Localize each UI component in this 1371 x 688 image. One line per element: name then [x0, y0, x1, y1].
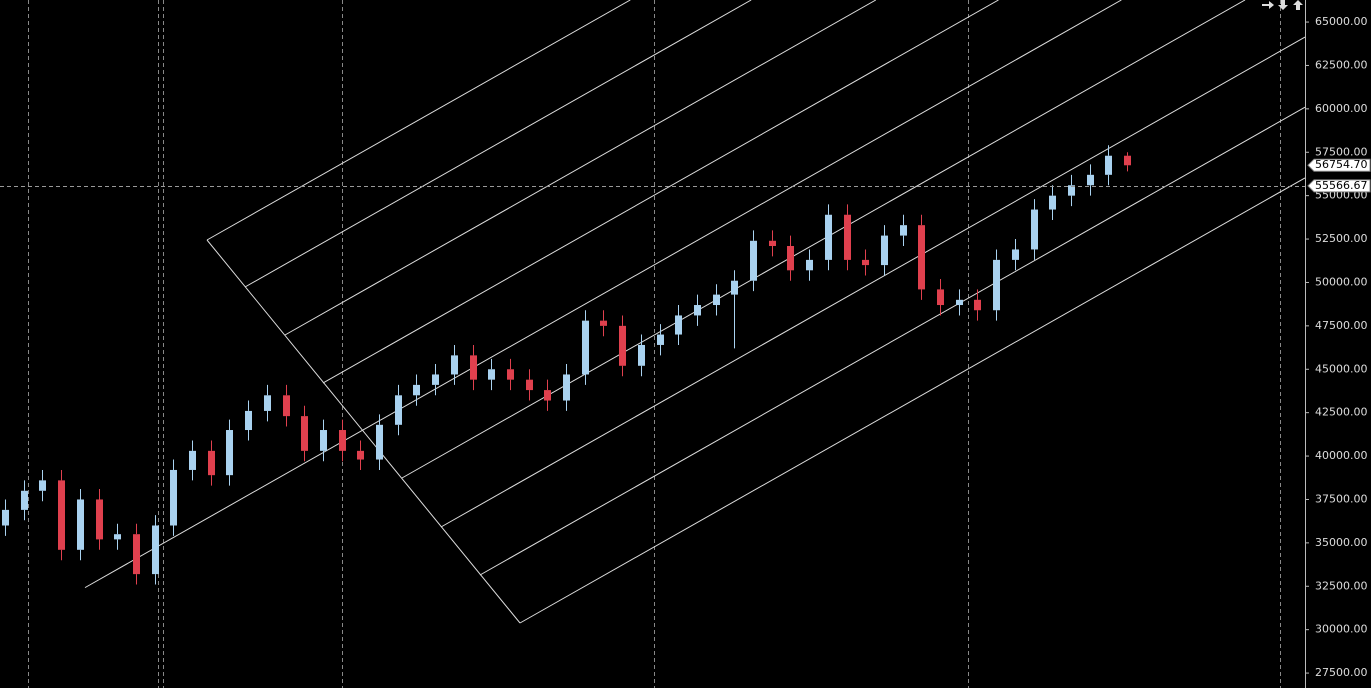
candle-body	[226, 430, 233, 476]
icon-down[interactable]	[1278, 0, 1288, 10]
candle-body	[881, 235, 888, 266]
candle-body	[339, 430, 346, 451]
candle-body	[526, 379, 533, 391]
y-tick-label: 47500.00	[1315, 319, 1368, 332]
price-tag	[1307, 179, 1371, 193]
candle-body	[657, 334, 664, 345]
fork-line	[519, 177, 1306, 624]
fork-line	[440, 36, 1306, 528]
candle-body	[208, 450, 215, 476]
candle-body	[77, 499, 84, 550]
y-tick-label: 30000.00	[1315, 623, 1368, 636]
y-tick-label: 37500.00	[1315, 492, 1368, 505]
candle-body	[395, 395, 402, 425]
candle-body	[507, 369, 514, 380]
y-tick-label: 65000.00	[1315, 15, 1368, 28]
fork-handle	[206, 239, 521, 624]
candle-body	[1049, 195, 1056, 210]
candle-body	[825, 214, 832, 260]
candle-body	[301, 416, 308, 451]
price-tag-label: 56754.70	[1315, 158, 1368, 171]
candle-body	[769, 240, 776, 246]
y-tick-label: 27500.00	[1315, 666, 1368, 679]
y-tick-label: 40000.00	[1315, 449, 1368, 462]
candle-body	[956, 299, 963, 306]
y-tick-label: 42500.00	[1315, 406, 1368, 419]
candle-body	[21, 490, 28, 510]
candle-body	[750, 240, 757, 281]
fork-line	[401, 0, 1246, 479]
candle-body	[844, 214, 851, 260]
candle-body	[900, 225, 907, 236]
pitchfork	[84, 0, 1306, 624]
fork-line	[322, 0, 999, 384]
candle-body	[1087, 174, 1094, 186]
price-tag-label: 55566.67	[1315, 179, 1368, 192]
candle-body	[357, 450, 364, 460]
candle-body	[413, 384, 420, 396]
fork-line	[244, 0, 752, 288]
candle-body	[283, 395, 290, 417]
candle-body	[451, 355, 458, 375]
candle-body	[133, 534, 140, 575]
fork-line	[206, 0, 631, 241]
candle-body	[600, 320, 607, 326]
vertical-grid	[28, 0, 1281, 688]
candle-body	[96, 499, 103, 540]
y-tick-label: 60000.00	[1315, 102, 1368, 115]
y-tick-label: 32500.00	[1315, 579, 1368, 592]
fork-line	[84, 0, 1122, 589]
y-tick-label: 50000.00	[1315, 275, 1368, 288]
candle-body	[39, 480, 46, 491]
toolbar-icons	[1262, 0, 1303, 10]
icon-right[interactable]	[1262, 1, 1274, 9]
candle-body	[918, 225, 925, 290]
y-tick-label: 45000.00	[1315, 362, 1368, 375]
candle-body	[974, 299, 981, 311]
y-tick-label: 57500.00	[1315, 145, 1368, 158]
candle-body	[675, 315, 682, 335]
y-tick-label: 52500.00	[1315, 232, 1368, 245]
candle-body	[470, 355, 477, 380]
candles	[2, 145, 1131, 585]
candle-body	[619, 325, 626, 366]
candle-body	[376, 424, 383, 460]
fork-line	[479, 106, 1306, 576]
candle-body	[694, 305, 701, 316]
candle-body	[937, 289, 944, 306]
candle-body	[189, 450, 196, 470]
candle-body	[152, 525, 159, 575]
candle-body	[1105, 155, 1112, 175]
candle-body	[170, 469, 177, 526]
candle-body	[638, 344, 645, 366]
candle-body	[731, 280, 738, 295]
y-tick-label: 62500.00	[1315, 58, 1368, 71]
candle-body	[862, 259, 869, 266]
candle-body	[245, 410, 252, 431]
candle-body	[432, 374, 439, 385]
candle-body	[1124, 155, 1131, 166]
candle-body	[563, 374, 570, 401]
y-tick-label: 35000.00	[1315, 536, 1368, 549]
candle-body	[1068, 185, 1075, 196]
icon-up[interactable]	[1293, 0, 1303, 10]
candle-body	[320, 430, 327, 451]
candle-body	[1012, 249, 1019, 260]
candle-body	[264, 395, 271, 411]
candle-body	[58, 480, 65, 550]
price-tag	[1307, 158, 1371, 172]
candle-body	[544, 390, 551, 401]
candle-body	[713, 294, 720, 306]
candle-body	[806, 259, 813, 271]
candle-body	[582, 320, 589, 375]
candle-body	[787, 245, 794, 271]
candle-body	[488, 369, 495, 380]
candle-body	[993, 259, 1000, 311]
candle-body	[1031, 209, 1038, 250]
fork-line	[284, 0, 877, 336]
candle-body	[114, 534, 121, 540]
candle-body	[2, 509, 9, 526]
